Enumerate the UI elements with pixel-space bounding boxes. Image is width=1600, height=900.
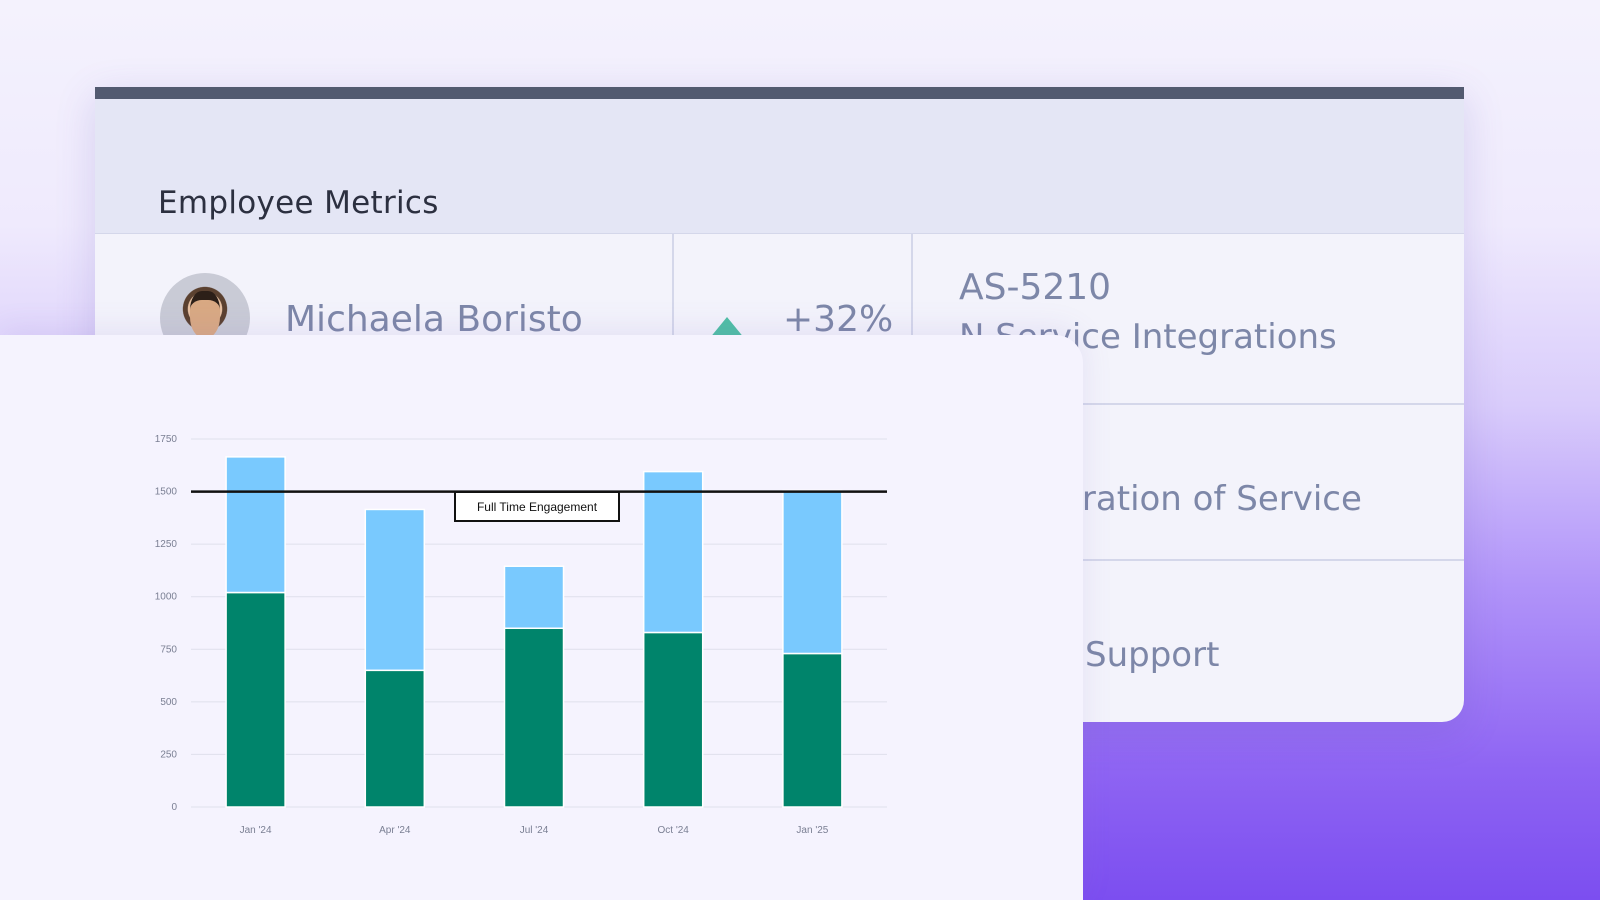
x-tick-label: Jan '25	[796, 825, 828, 836]
avatar-face	[190, 291, 220, 338]
y-tick-label: 500	[160, 697, 177, 708]
employee-name: Michaela Boristo	[285, 299, 583, 340]
bar-segment	[364, 669, 426, 808]
bar-segment	[503, 565, 565, 630]
panel-header: Employee Metrics	[95, 99, 1464, 234]
chart-card: 0 250 500 750 1000 1250 1500 1750 Jan '24 Apr '24…	[0, 335, 1083, 900]
row-divider	[913, 403, 1464, 405]
bar-segment	[782, 652, 843, 808]
bar-segment	[642, 470, 704, 634]
x-tick-label: Oct '24	[658, 825, 690, 836]
bar-segment	[503, 627, 565, 808]
bar-segment	[225, 591, 286, 808]
page-title: Employee Metrics	[158, 185, 439, 221]
service-name: Support	[1085, 635, 1220, 675]
y-tick-label: 1000	[155, 592, 178, 603]
bar-segment	[642, 631, 704, 808]
y-tick-label: 750	[160, 644, 177, 655]
bar-segment	[782, 489, 843, 655]
x-tick-label: Jan '24	[240, 825, 272, 836]
service-code: AS-5210	[959, 267, 1112, 308]
reference-line-label: Full Time Engagement	[454, 491, 620, 522]
x-tick-label: Apr '24	[379, 825, 411, 836]
bar-segment	[364, 508, 426, 672]
panel-top-bar	[95, 87, 1464, 99]
y-tick-label: 1750	[155, 434, 178, 445]
column-divider	[672, 234, 674, 404]
y-tick-label: 1250	[155, 539, 178, 550]
y-tick-label: 1500	[155, 487, 178, 498]
y-tick-label: 250	[160, 749, 177, 760]
row-divider	[913, 559, 1464, 561]
trend-up-icon	[709, 317, 745, 339]
growth-percentage: +32%	[783, 299, 894, 340]
service-name: eration of Service	[1061, 479, 1362, 519]
bar-segment	[225, 456, 286, 594]
stacked-bar-chart: 0 250 500 750 1000 1250 1500 1750 Jan '24 Apr '24…	[155, 434, 887, 836]
y-tick-label: 0	[171, 802, 177, 813]
x-tick-label: Jul '24	[520, 825, 549, 836]
